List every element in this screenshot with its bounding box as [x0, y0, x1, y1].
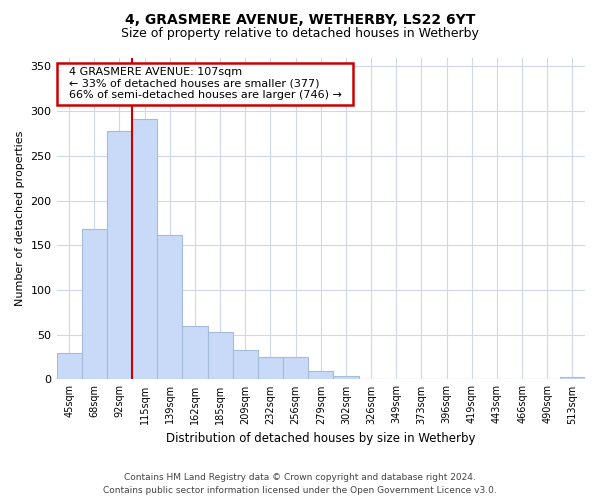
Text: Size of property relative to detached houses in Wetherby: Size of property relative to detached ho…: [121, 28, 479, 40]
Bar: [258, 357, 283, 380]
Bar: [283, 357, 308, 380]
Bar: [82, 229, 107, 380]
Bar: [56, 354, 82, 380]
Bar: [208, 332, 233, 380]
Bar: [107, 131, 132, 380]
Bar: [157, 236, 182, 380]
Bar: [409, 378, 434, 380]
Bar: [308, 372, 334, 380]
Text: 4, GRASMERE AVENUE, WETHERBY, LS22 6YT: 4, GRASMERE AVENUE, WETHERBY, LS22 6YT: [125, 12, 475, 26]
Y-axis label: Number of detached properties: Number of detached properties: [15, 131, 25, 306]
Text: Contains HM Land Registry data © Crown copyright and database right 2024.
Contai: Contains HM Land Registry data © Crown c…: [103, 474, 497, 495]
Bar: [182, 326, 208, 380]
X-axis label: Distribution of detached houses by size in Wetherby: Distribution of detached houses by size …: [166, 432, 476, 445]
Bar: [359, 378, 383, 380]
Bar: [132, 119, 157, 380]
Bar: [233, 350, 258, 380]
Text: 4 GRASMERE AVENUE: 107sqm  
  ← 33% of detached houses are smaller (377)  
  66%: 4 GRASMERE AVENUE: 107sqm ← 33% of detac…: [62, 67, 349, 100]
Bar: [334, 376, 359, 380]
Bar: [560, 376, 585, 380]
Bar: [459, 378, 484, 380]
